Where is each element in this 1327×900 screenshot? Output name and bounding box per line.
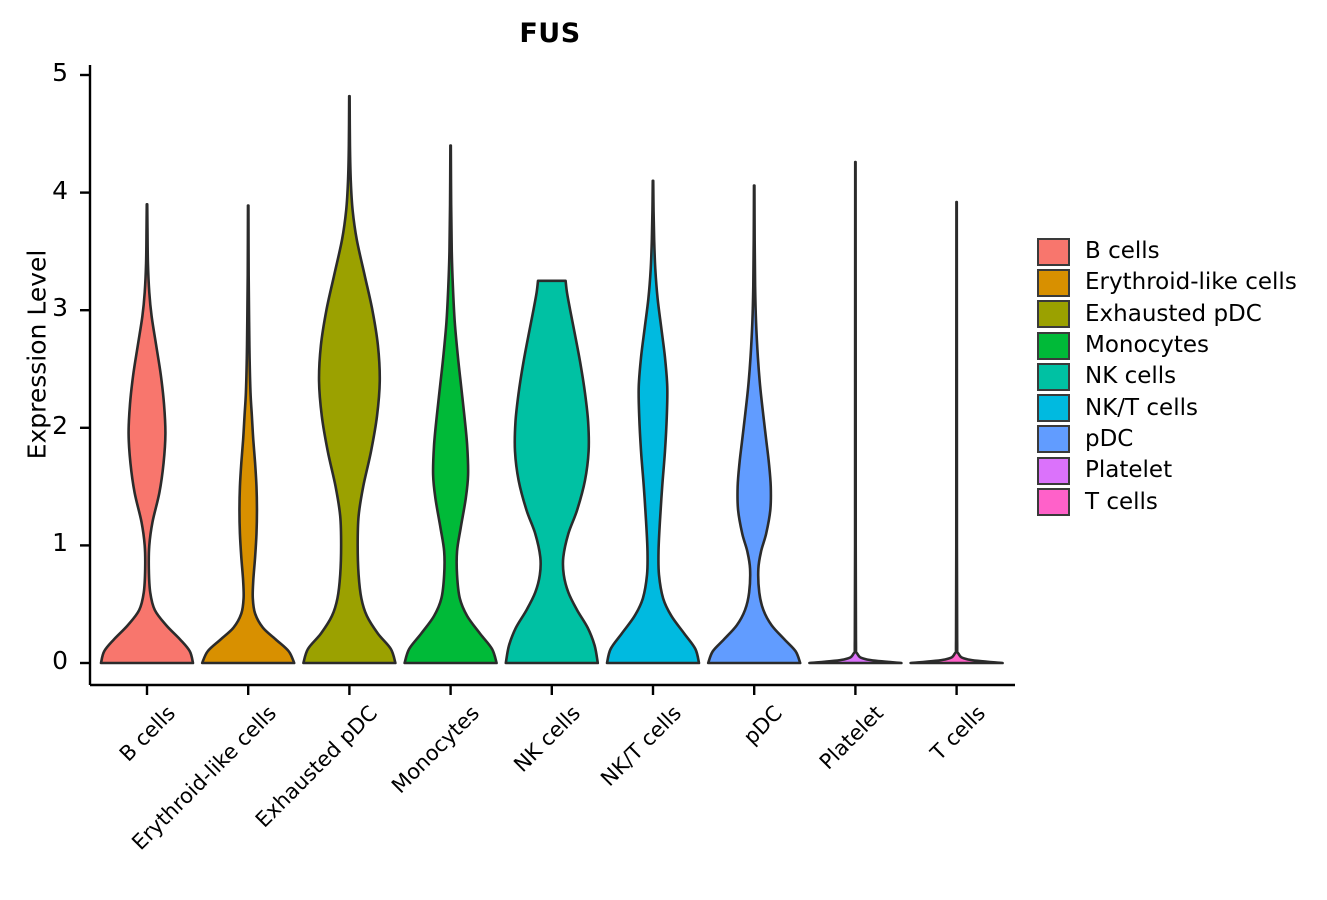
- violin-shape[interactable]: [808, 160, 903, 665]
- legend-swatch-icon: [1037, 237, 1070, 266]
- legend-swatch-icon: [1037, 394, 1070, 423]
- legend-swatch-icon: [1037, 300, 1070, 329]
- violin-shape[interactable]: [909, 200, 1004, 665]
- legend-item-t-cells[interactable]: T cells: [1037, 486, 1297, 517]
- violin-erythroid-like-cells[interactable]: [200, 204, 296, 665]
- legend-label: pDC: [1085, 425, 1134, 452]
- legend-swatch-icon: [1037, 456, 1070, 485]
- legend-swatch-icon: [1037, 362, 1070, 391]
- legend-item-monocytes[interactable]: Monocytes: [1037, 330, 1297, 361]
- legend-label: Erythroid-like cells: [1085, 269, 1297, 296]
- violin-shape[interactable]: [504, 279, 600, 665]
- legend-label: T cells: [1085, 488, 1158, 515]
- violin-nk-cells[interactable]: [504, 279, 600, 665]
- legend-swatch-icon: [1037, 331, 1070, 360]
- legend-item-erythroid-like-cells[interactable]: Erythroid-like cells: [1037, 267, 1297, 298]
- legend-swatch-icon: [1037, 488, 1070, 517]
- legend-swatch-icon: [1037, 425, 1070, 454]
- legend-item-pdc[interactable]: pDC: [1037, 424, 1297, 455]
- legend-label: B cells: [1085, 238, 1160, 265]
- violin-nk-t-cells[interactable]: [605, 179, 701, 665]
- violin-monocytes[interactable]: [403, 144, 498, 665]
- y-tick-label: 1: [52, 528, 68, 558]
- legend-item-b-cells[interactable]: B cells: [1037, 236, 1297, 267]
- violin-shape[interactable]: [403, 144, 498, 665]
- violin-exhausted-pdc[interactable]: [302, 94, 397, 665]
- violin-shape[interactable]: [200, 204, 296, 665]
- legend-item-platelet[interactable]: Platelet: [1037, 455, 1297, 486]
- violin-shape[interactable]: [99, 203, 195, 665]
- y-tick-label: 0: [52, 646, 68, 675]
- y-tick-label: 5: [52, 58, 68, 87]
- legend-item-nk-cells[interactable]: NK cells: [1037, 361, 1297, 392]
- legend: B cells Erythroid-like cells Exhausted pDC…: [1037, 236, 1297, 518]
- legend-label: Exhausted pDC: [1085, 300, 1262, 327]
- violin-platelet[interactable]: [808, 160, 903, 665]
- violin-pdc[interactable]: [706, 184, 802, 665]
- violin-b-cells[interactable]: [99, 203, 195, 665]
- violin-shape[interactable]: [605, 179, 701, 665]
- legend-label: Platelet: [1085, 457, 1173, 484]
- y-tick-label: 4: [52, 175, 68, 205]
- y-tick-label: 2: [52, 410, 68, 440]
- y-tick-label: 3: [52, 293, 68, 323]
- legend-swatch-icon: [1037, 268, 1070, 297]
- legend-label: NK cells: [1085, 363, 1177, 390]
- violin-t-cells[interactable]: [909, 200, 1004, 665]
- chart-title: FUS: [519, 18, 581, 49]
- legend-item-exhausted-pdc[interactable]: Exhausted pDC: [1037, 299, 1297, 330]
- violin-shape[interactable]: [302, 94, 397, 665]
- violin-shape[interactable]: [706, 184, 802, 665]
- legend-label: Monocytes: [1085, 332, 1209, 359]
- legend-item-nk-t-cells[interactable]: NK/T cells: [1037, 392, 1297, 423]
- legend-label: NK/T cells: [1085, 394, 1198, 421]
